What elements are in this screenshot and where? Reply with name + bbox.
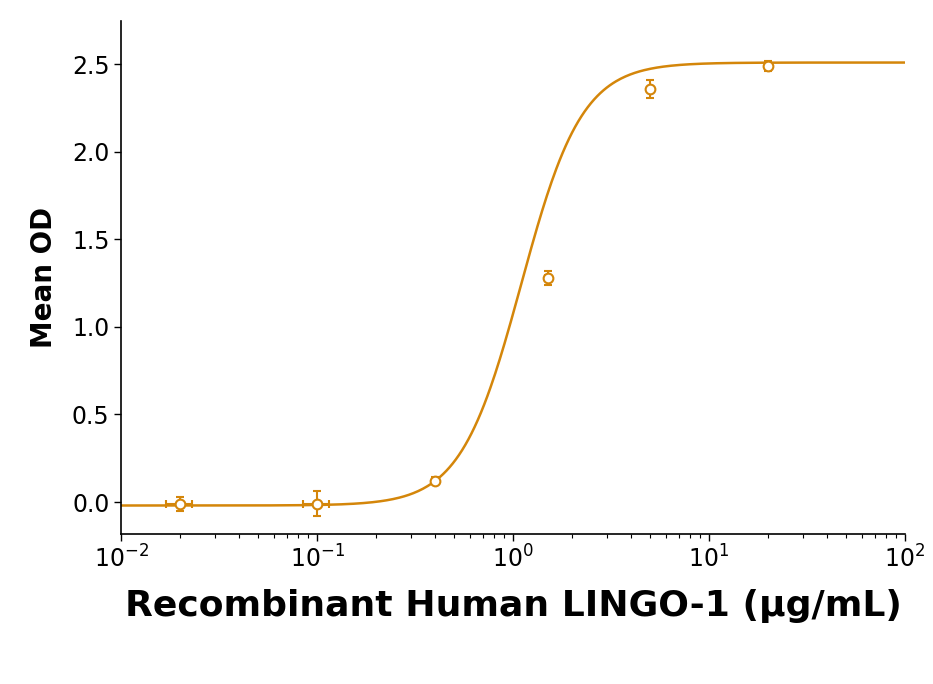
X-axis label: Recombinant Human LINGO-1 (μg/mL): Recombinant Human LINGO-1 (μg/mL) <box>125 589 901 623</box>
Y-axis label: Mean OD: Mean OD <box>30 207 58 347</box>
